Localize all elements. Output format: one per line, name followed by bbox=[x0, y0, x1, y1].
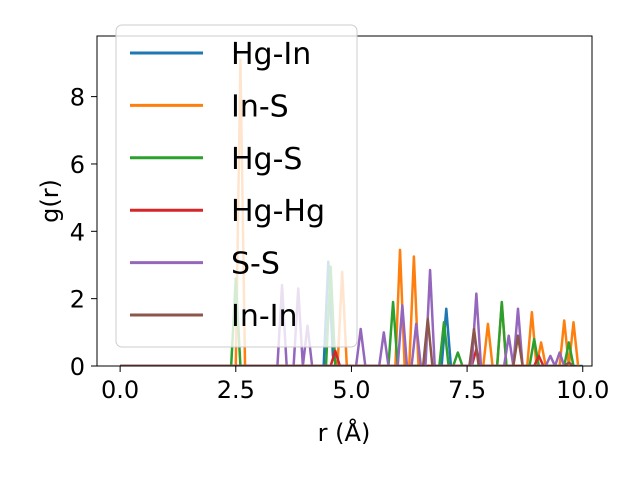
y-tick-label: 4 bbox=[70, 218, 85, 246]
legend: Hg-In In-S Hg-S Hg-Hg S-S In-In bbox=[115, 24, 358, 348]
legend-label-hg-s: Hg-S bbox=[231, 142, 302, 177]
y-axis-ticks: 0 2 4 6 8 bbox=[70, 84, 97, 381]
x-axis-label: r (Å) bbox=[318, 418, 371, 447]
x-tick-label: 7.5 bbox=[448, 376, 486, 404]
legend-label-in-s: In-S bbox=[231, 89, 289, 124]
series-line-s-s bbox=[120, 268, 566, 366]
series-line-hg-s bbox=[120, 265, 575, 366]
y-tick-label: 2 bbox=[70, 286, 85, 314]
series-line-hg-hg bbox=[120, 347, 545, 366]
y-tick-label: 6 bbox=[70, 151, 85, 179]
legend-label-s-s: S-S bbox=[231, 247, 280, 282]
y-tick-label: 8 bbox=[70, 84, 85, 112]
x-tick-label: 0.0 bbox=[101, 376, 139, 404]
series-line-in-in bbox=[120, 317, 575, 366]
x-tick-label: 10.0 bbox=[556, 376, 609, 404]
legend-label-hg-in: Hg-In bbox=[231, 37, 311, 72]
x-axis-ticks: 0.0 2.5 5.0 7.5 10.0 bbox=[101, 366, 609, 404]
legend-label-hg-hg: Hg-Hg bbox=[231, 194, 325, 229]
y-tick-label: 0 bbox=[70, 353, 85, 381]
x-tick-label: 2.5 bbox=[217, 376, 255, 404]
x-tick-label: 5.0 bbox=[332, 376, 370, 404]
y-axis-label: g(r) bbox=[36, 179, 64, 223]
legend-label-in-in: In-In bbox=[231, 299, 298, 334]
